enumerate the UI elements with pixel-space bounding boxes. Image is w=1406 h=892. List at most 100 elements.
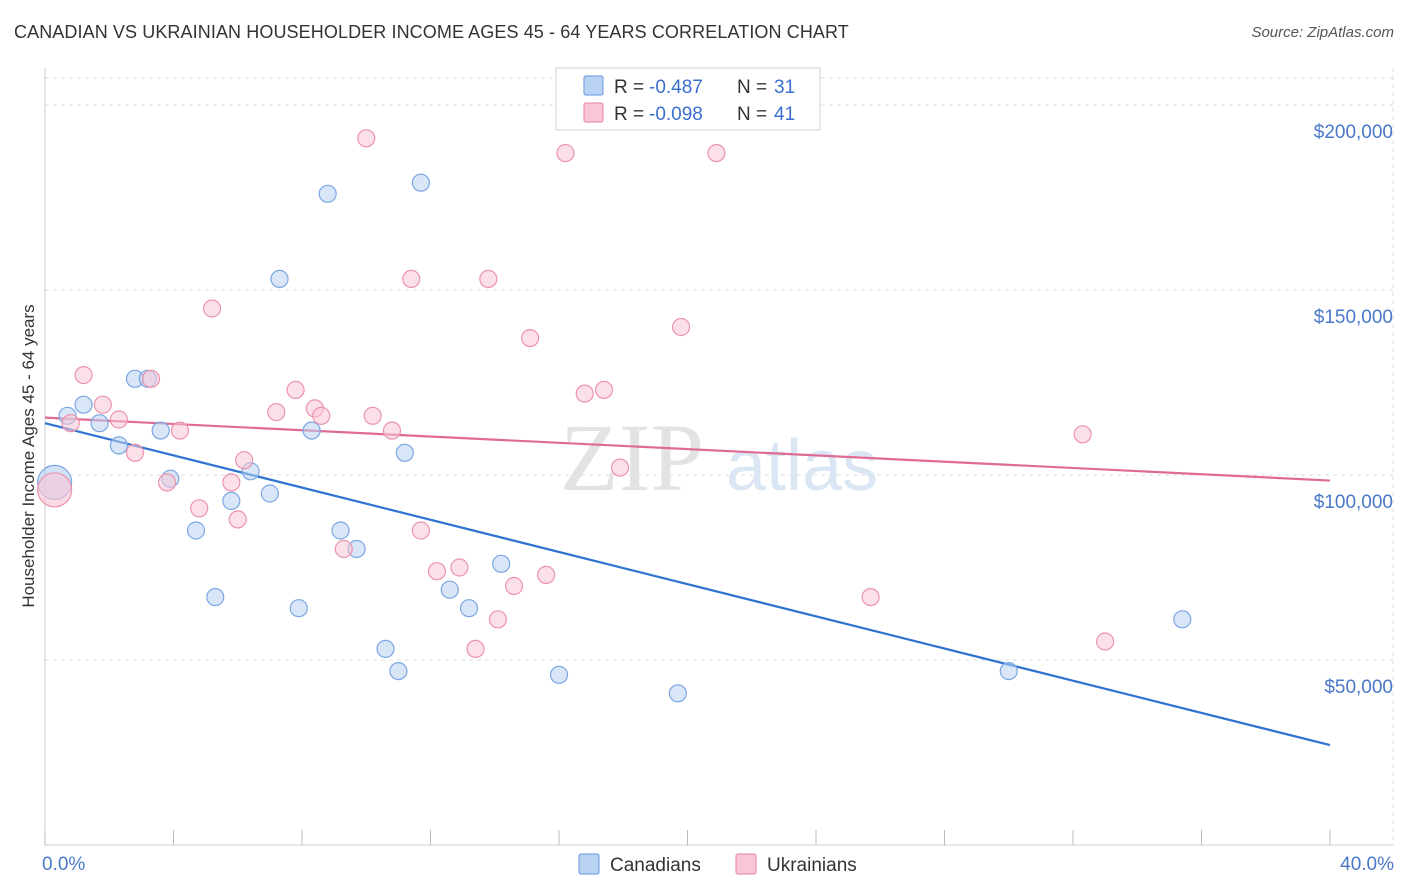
ukrainian-point — [334, 539, 353, 559]
canadian-point — [549, 665, 569, 684]
data-points — [37, 129, 1192, 703]
canadian-point — [151, 421, 170, 440]
ukrainian-point — [1096, 632, 1115, 651]
y-tick-label: $200,000 — [1314, 122, 1393, 143]
ukrainian-point — [61, 414, 80, 433]
y-tick-label: $100,000 — [1314, 492, 1393, 513]
legend-bottom-swatch-canadians — [578, 853, 600, 875]
legend-r-value-canadians: -0.487 — [649, 77, 703, 98]
ukrainian-point — [707, 144, 726, 163]
ukrainian-point — [610, 458, 630, 477]
ukrainian-point — [556, 144, 575, 163]
ukrainian-point — [411, 521, 430, 540]
grid-layer — [45, 68, 1394, 845]
canadian-point — [222, 491, 241, 510]
legend-bottom-label-ukrainians: Ukrainians — [767, 855, 857, 876]
ukrainian-point — [312, 406, 331, 425]
canadian-point — [1173, 610, 1192, 629]
canadian-point — [440, 580, 459, 599]
legend-n-value-canadians: 31 — [774, 77, 795, 98]
canadian-point — [206, 587, 225, 607]
ukrainian-point — [74, 366, 93, 385]
ukrainian-point — [190, 499, 209, 518]
watermark-atlas: atlas — [726, 426, 878, 506]
ukrainian-point — [1073, 425, 1092, 444]
ukrainian-point — [222, 473, 241, 492]
ukrainian-point — [466, 639, 485, 659]
ukrainian-point — [93, 395, 112, 414]
ukrainian-point — [504, 576, 524, 596]
ukrainian-point — [125, 443, 145, 462]
ukrainian-point — [382, 421, 402, 440]
ukrainian-point — [235, 451, 254, 470]
ukrainian-point — [363, 406, 382, 425]
canadian-point — [492, 554, 511, 573]
y-tick-label: $150,000 — [1314, 307, 1393, 328]
axes-layer — [44, 68, 1393, 846]
ukrainian-point — [202, 299, 222, 318]
ukrainian-point — [286, 380, 305, 399]
y-axis-title: Householder Income Ages 45 - 64 years — [19, 304, 38, 607]
canadian-point — [331, 521, 350, 540]
ukrainian-point — [37, 472, 73, 508]
ukrainian-point — [267, 403, 286, 422]
watermark: ZIP atlas — [560, 404, 878, 511]
ukrainian-point — [861, 587, 880, 607]
tick-labels: $50,000 $100,000 $150,000 $200,000 0.0% 40.0% — [42, 122, 1394, 875]
canadian-point — [90, 414, 109, 433]
canadian-point — [376, 639, 395, 659]
ukrainian-point — [575, 384, 594, 403]
canadian-point — [270, 269, 289, 288]
canadian-point — [302, 421, 321, 440]
canadian-trend-line — [44, 422, 1331, 747]
canadian-point — [668, 684, 687, 703]
legend-bottom-swatch-ukrainians — [735, 853, 757, 875]
ukrainian-point — [450, 558, 469, 577]
canadian-point — [74, 395, 93, 414]
canadian-point — [459, 599, 479, 618]
canadian-point — [389, 661, 408, 681]
legend-bottom: Canadians Ukrainians — [578, 853, 857, 876]
ukrainian-point — [594, 380, 614, 399]
legend-bottom-label-canadians: Canadians — [610, 855, 701, 876]
legend-swatch-canadians — [583, 75, 604, 96]
canadian-point — [260, 484, 279, 503]
legend-r-label-ukrainians: R = — [614, 104, 644, 125]
legend-swatch-ukrainians — [583, 102, 604, 123]
ukrainian-point — [671, 317, 691, 337]
x-tick-label: 40.0% — [1340, 854, 1394, 875]
chart-source: Source: ZipAtlas.com — [1251, 24, 1394, 41]
ukrainian-point — [109, 410, 128, 429]
ukrainian-point — [488, 610, 508, 629]
y-tick-label: $50,000 — [1324, 677, 1393, 698]
canadian-point — [109, 436, 128, 455]
ukrainian-point — [479, 269, 498, 288]
ukrainian-point — [520, 329, 540, 348]
canadian-point — [318, 184, 337, 203]
ukrainian-point — [427, 562, 447, 581]
ukrainian-point — [228, 510, 247, 529]
ukrainian-trend-line — [44, 416, 1331, 482]
legend-r-value-ukrainians: -0.098 — [649, 104, 703, 125]
legend-n-value-ukrainians: 41 — [774, 104, 795, 125]
legend-n-label-canadians: N = — [737, 77, 767, 98]
ukrainian-point — [402, 269, 421, 288]
ukrainian-point — [357, 129, 376, 148]
x-tick-label: 0.0% — [42, 854, 85, 875]
chart-title: CANADIAN VS UKRAINIAN HOUSEHOLDER INCOME… — [14, 22, 849, 42]
canadian-point — [395, 443, 414, 462]
trend-lines — [44, 416, 1331, 747]
ukrainian-point — [537, 565, 556, 585]
ukrainian-point — [170, 421, 190, 440]
legend-n-label-ukrainians: N = — [737, 104, 767, 125]
ukrainian-point — [141, 369, 161, 388]
canadian-point — [289, 599, 308, 618]
ukrainian-point — [157, 473, 177, 492]
watermark-zip: ZIP — [560, 404, 704, 511]
canadian-point — [186, 521, 206, 540]
legend-r-label-canadians: R = — [614, 77, 644, 98]
legend-top: R = -0.487 N = 31 R = -0.098 N = 41 — [555, 67, 821, 131]
canadian-point — [999, 661, 1018, 681]
canadian-point — [411, 173, 430, 192]
